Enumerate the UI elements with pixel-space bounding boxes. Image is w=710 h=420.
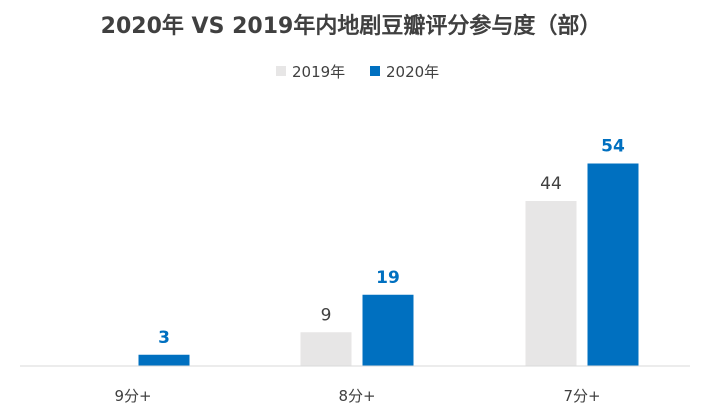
- legend-label-2019: 2019年: [292, 63, 345, 81]
- bar-2020-3: [587, 163, 639, 366]
- data-label-2020-3: 54: [601, 137, 625, 157]
- bar-2020-1: [138, 354, 190, 366]
- plot-area: 3 9分+ 9 19 8分+ 44 54 7分+: [114, 137, 639, 405]
- x-tick-label-2: 8分+: [338, 387, 375, 405]
- x-tick-label-3: 7分+: [563, 387, 600, 405]
- data-label-2020-1: 3: [158, 328, 170, 348]
- chart-title: 2020年 VS 2019年内地剧豆瓣评分参与度（部）: [101, 13, 602, 39]
- data-label-2019-3: 44: [540, 174, 562, 194]
- data-label-2020-2: 19: [376, 268, 400, 288]
- bar-2019-3: [525, 201, 577, 366]
- bar-2020-2: [362, 294, 414, 366]
- bar-2019-2: [300, 332, 352, 366]
- legend-swatch-2019: [276, 66, 286, 76]
- legend: 2019年 2020年: [276, 63, 439, 81]
- data-label-2019-2: 9: [321, 305, 332, 325]
- legend-label-2020: 2020年: [386, 63, 439, 81]
- legend-swatch-2020: [370, 66, 380, 76]
- x-tick-label-1: 9分+: [114, 387, 151, 405]
